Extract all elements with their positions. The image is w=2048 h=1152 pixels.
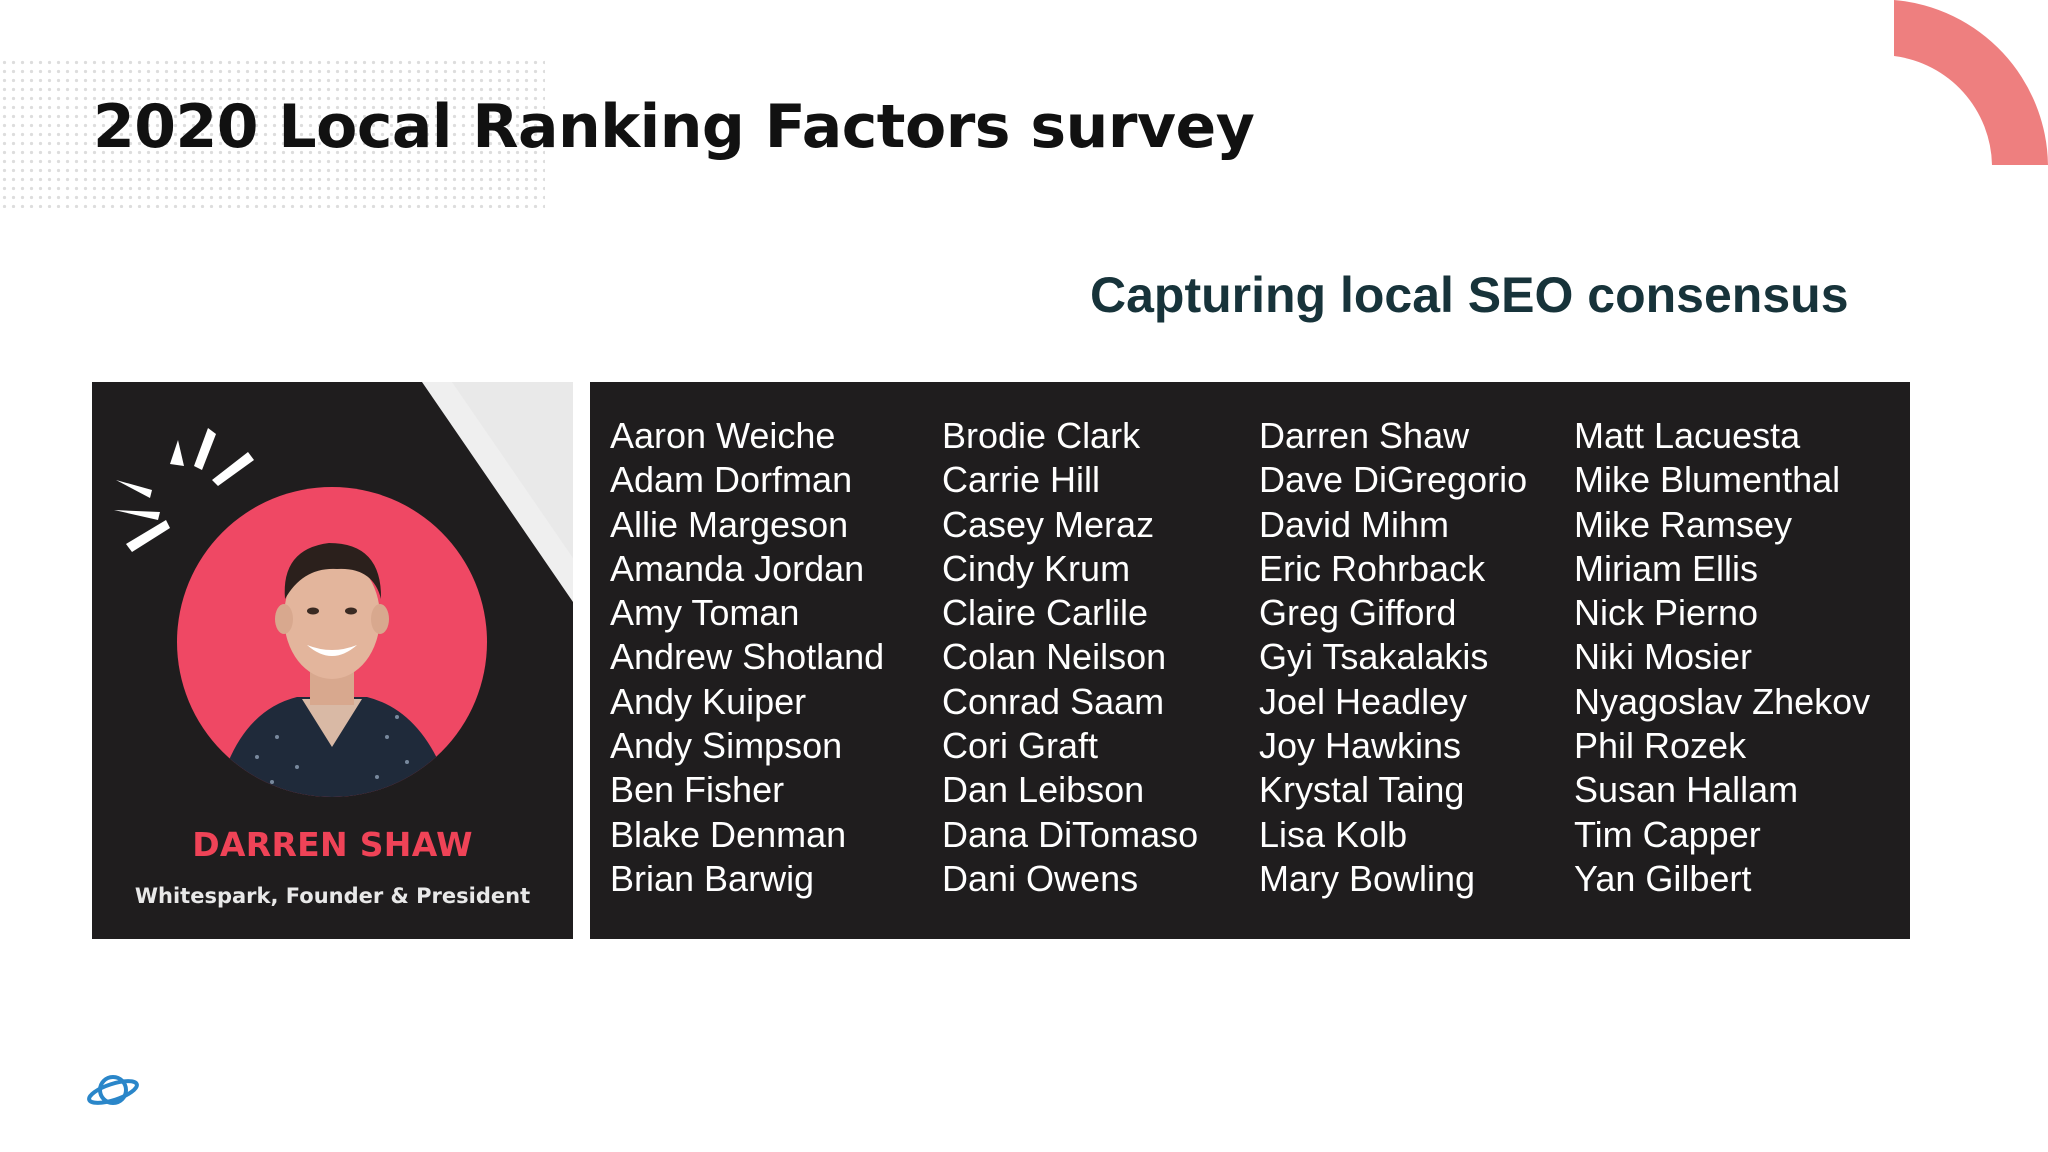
list-item: Gyi Tsakalakis [1259, 636, 1489, 678]
list-item: Mike Blumenthal [1574, 459, 1841, 501]
avatar [177, 487, 487, 797]
list-item: Tim Capper [1574, 813, 1761, 855]
planet-logo-icon [87, 1075, 139, 1105]
list-item: Matt Lacuesta [1574, 415, 1801, 456]
list-item: Cori Graft [942, 725, 1099, 767]
list-item: Lisa Kolb [1259, 813, 1408, 855]
slide-title: 2020 Local Ranking Factors survey [93, 92, 1255, 162]
profile-role: Whitespark, Founder & President [134, 884, 531, 908]
list-item: Andy Simpson [610, 725, 843, 767]
list-item: Brian Barwig [610, 857, 815, 899]
list-item: Eric Rohrback [1259, 547, 1486, 589]
list-item: Amy Toman [610, 592, 800, 634]
list-item: Brodie Clark [942, 415, 1141, 456]
list-item: Miriam Ellis [1574, 547, 1758, 589]
list-item: Nyagoslav Zhekov [1574, 680, 1871, 722]
list-item: Darren Shaw [1259, 415, 1470, 456]
list-item: Colan Neilson [942, 636, 1167, 678]
profile-card: DARREN SHAW Whitespark, Founder & Presid… [92, 382, 573, 939]
list-item: Krystal Taing [1259, 769, 1465, 811]
list-item: Phil Rozek [1574, 725, 1747, 767]
list-item: Adam Dorfman [610, 459, 853, 501]
list-item: Aaron Weiche [610, 415, 836, 456]
list-item: Susan Hallam [1574, 769, 1799, 811]
list-item: Andy Kuiper [610, 680, 807, 722]
list-item: Joy Hawkins [1259, 725, 1462, 767]
list-item: Casey Meraz [942, 503, 1155, 545]
list-item: Dana DiTomaso [942, 813, 1199, 855]
list-item: Nick Pierno [1574, 592, 1759, 634]
profile-name: DARREN SHAW [192, 825, 473, 864]
list-item: Mike Ramsey [1574, 503, 1793, 545]
list-item: Claire Carlile [942, 592, 1149, 634]
list-item: Dave DiGregorio [1259, 459, 1528, 501]
list-item: David Mihm [1259, 503, 1450, 545]
person-portrait [217, 543, 452, 797]
contributors-column-4: Matt Lacuesta Mike Blumenthal Mike Ramse… [1574, 414, 1870, 901]
list-item: Mary Bowling [1259, 857, 1476, 899]
list-item: Greg Gifford [1259, 592, 1457, 634]
contributors-panel: Aaron Weiche Adam Dorfman Allie Margeson… [590, 382, 1910, 939]
burst-lines-icon [114, 428, 254, 552]
list-item: Andrew Shotland [610, 636, 885, 678]
contributors-column-2: Brodie Clark Carrie Hill Casey Meraz Cin… [942, 414, 1198, 901]
corner-arc-decoration [1894, 0, 2048, 165]
contributors-column-3: Darren Shaw Dave DiGregorio David Mihm E… [1259, 414, 1527, 901]
dot-grid-decoration [0, 58, 545, 208]
list-item: Amanda Jordan [610, 547, 865, 589]
list-item: Conrad Saam [942, 680, 1165, 722]
list-item: Dani Owens [942, 857, 1139, 899]
list-item: Dan Leibson [942, 769, 1145, 811]
list-item: Carrie Hill [942, 459, 1101, 501]
list-item: Niki Mosier [1574, 636, 1753, 678]
list-item: Yan Gilbert [1574, 857, 1752, 899]
slide-subtitle: Capturing local SEO consensus [1090, 267, 1849, 323]
list-item: Allie Margeson [610, 503, 849, 545]
list-item: Blake Denman [610, 813, 847, 855]
list-item: Ben Fisher [610, 769, 785, 811]
list-item: Cindy Krum [942, 547, 1131, 589]
diagonal-stripe-decoration [422, 382, 573, 602]
contributors-column-1: Aaron Weiche Adam Dorfman Allie Margeson… [610, 414, 884, 901]
list-item: Joel Headley [1259, 680, 1468, 722]
